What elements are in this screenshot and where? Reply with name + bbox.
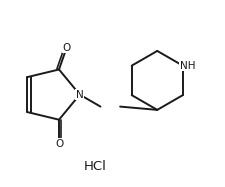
Text: O: O: [55, 139, 63, 149]
Text: O: O: [63, 43, 71, 53]
Text: NH: NH: [180, 61, 195, 71]
Text: HCl: HCl: [84, 160, 106, 173]
Text: N: N: [76, 90, 84, 100]
